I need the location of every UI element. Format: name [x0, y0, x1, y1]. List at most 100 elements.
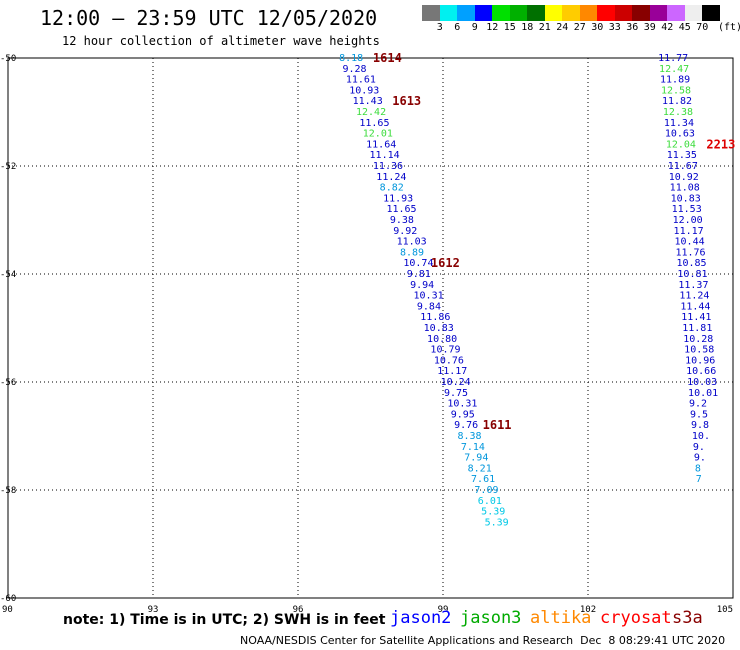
- track2-value: 11.77: [658, 53, 688, 64]
- track2-value: 11.44: [680, 301, 710, 312]
- colorbar-tick-label: 30: [591, 22, 604, 33]
- track2-value: 10.: [692, 431, 710, 442]
- colorbar-swatch: [457, 5, 475, 21]
- colorbar-swatch: [544, 5, 563, 21]
- track1-value: 9.76: [454, 420, 478, 431]
- track2-value: 7: [696, 474, 702, 485]
- pass-time-label: 1611: [483, 418, 512, 432]
- colorbar-tick-label: 12: [486, 22, 499, 33]
- track1-value: 7.14: [461, 442, 485, 453]
- track1-value: 11.36: [373, 161, 403, 172]
- track2-value: 10.83: [671, 193, 701, 204]
- track1-value: 11.61: [346, 75, 376, 86]
- track2-value: 12.47: [659, 64, 689, 75]
- track1-value: 11.86: [420, 312, 450, 323]
- track2-value: 12.58: [661, 85, 691, 96]
- lon-tick-label: 96: [293, 605, 304, 615]
- track2-value: 11.17: [674, 226, 704, 237]
- colorbar-tick-label: 21: [538, 22, 551, 33]
- track1-value: 10.79: [430, 345, 460, 356]
- track2-value: 12.04: [666, 139, 696, 150]
- colorbar-swatch: [632, 5, 650, 21]
- track1-value: 5.39: [485, 517, 509, 528]
- track2-value: 11.67: [668, 161, 698, 172]
- track2-value: 8: [695, 463, 701, 474]
- colorbar-tick-label: 27: [573, 22, 586, 33]
- colorbar-swatch: [649, 5, 668, 21]
- lon-tick-label: 93: [148, 605, 159, 615]
- colorbar-swatch: [474, 5, 493, 21]
- track1-value: 9.38: [390, 215, 414, 226]
- track1-value: 9.75: [444, 388, 468, 399]
- lon-tick-label: 99: [438, 605, 449, 615]
- satellite-name-altika: altika: [530, 608, 592, 628]
- lon-tick-label: 105: [717, 605, 733, 615]
- colorbar-tick-label: 3: [436, 22, 443, 33]
- colorbar-tick-label: 42: [661, 22, 674, 33]
- track2-value: 11.37: [678, 280, 708, 291]
- track2-value: 9.8: [691, 420, 709, 431]
- track2-value: 9.: [693, 442, 705, 453]
- track1-value: 7.94: [464, 453, 488, 464]
- colorbar-tick-label: 39: [643, 22, 656, 33]
- colorbar-tick-label: 24: [556, 22, 569, 33]
- track1-value: 9.92: [393, 226, 417, 237]
- track1-value: 10.74: [403, 258, 433, 269]
- track2-value: 12.38: [663, 107, 693, 118]
- track1-value: 11.43: [353, 96, 383, 107]
- track1-value: 11.65: [359, 118, 389, 129]
- track2-value: 11.81: [682, 323, 712, 334]
- colorbar-swatch: [579, 5, 598, 21]
- track2-value: 10.85: [676, 258, 706, 269]
- colorbar-unit: (ft): [718, 22, 740, 33]
- colorbar-swatch: [422, 5, 440, 21]
- track1-value: 5.39: [481, 507, 505, 518]
- colorbar-swatch: [509, 5, 528, 21]
- track1-value: 11.64: [366, 139, 396, 150]
- track2-value: 11.08: [670, 183, 700, 194]
- colorbar-tick-label: 45: [678, 22, 691, 33]
- track1-value: 9.81: [407, 269, 431, 280]
- lon-tick-label: 102: [580, 605, 596, 615]
- track1-value: 10.31: [414, 291, 444, 302]
- pass-time-label: 1614: [373, 51, 402, 65]
- track1-value: 7.61: [471, 474, 495, 485]
- colorbar-tick-label: 15: [503, 22, 516, 33]
- track2-value: 12.00: [673, 215, 703, 226]
- track1-value: 9.28: [342, 64, 366, 75]
- satellite-name-jason3: jason3: [460, 608, 522, 628]
- colorbar-swatch: [702, 5, 720, 21]
- track1-value: 7.09: [474, 485, 498, 496]
- track1-value: 10.93: [349, 85, 379, 96]
- pass-time-label: 1612: [431, 256, 460, 270]
- colorbar-swatch: [614, 5, 633, 21]
- colorbar-swatch: [527, 5, 545, 21]
- track2-value: 10.92: [669, 172, 699, 183]
- colorbar-tick-label: 36: [626, 22, 639, 33]
- track2-value: 11.53: [672, 204, 702, 215]
- track1-value: 8.38: [458, 431, 482, 442]
- track2-value: 10.44: [675, 237, 705, 248]
- track1-value: 11.65: [386, 204, 416, 215]
- map-frame: [7, 57, 734, 599]
- track2-value: 11.34: [664, 118, 694, 129]
- satellite-name-jason2: jason2: [390, 608, 452, 628]
- colorbar-tick-label: 70: [696, 22, 709, 33]
- pass-time-label: 2213: [706, 137, 735, 151]
- generated-timestamp: Dec 8 08:29:41 UTC 2020: [580, 634, 726, 647]
- colorbar-tick-label: 33: [608, 22, 621, 33]
- lat-tick-label: -60: [0, 594, 16, 604]
- track1-value: 9.95: [451, 409, 475, 420]
- track2-value: 9.: [694, 453, 706, 464]
- track1-value: 6.01: [478, 496, 502, 507]
- track1-value: 10.83: [424, 323, 454, 334]
- colorbar-tick-label: 18: [521, 22, 534, 33]
- track2-value: 10.03: [687, 377, 717, 388]
- track2-value: 11.24: [679, 291, 709, 302]
- colorbar-swatch: [684, 5, 703, 21]
- lat-tick-label: -56: [0, 378, 16, 388]
- lat-tick-label: -52: [0, 162, 16, 172]
- track1-value: 11.24: [376, 172, 406, 183]
